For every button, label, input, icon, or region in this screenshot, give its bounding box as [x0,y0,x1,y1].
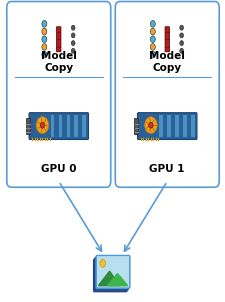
FancyBboxPatch shape [26,118,30,134]
Polygon shape [98,271,119,286]
FancyBboxPatch shape [7,2,110,187]
FancyBboxPatch shape [134,118,138,134]
Circle shape [71,48,75,53]
FancyBboxPatch shape [93,259,126,292]
FancyBboxPatch shape [174,115,178,137]
FancyBboxPatch shape [137,113,196,140]
FancyBboxPatch shape [158,115,162,137]
FancyBboxPatch shape [58,115,62,137]
FancyBboxPatch shape [164,27,169,52]
FancyBboxPatch shape [94,257,128,290]
Circle shape [42,36,47,43]
Circle shape [179,40,183,46]
Circle shape [71,40,75,46]
Circle shape [144,117,157,134]
Circle shape [150,43,155,50]
Polygon shape [107,274,127,286]
Text: Model
Copy: Model Copy [149,51,184,73]
Circle shape [36,117,49,134]
FancyBboxPatch shape [166,115,170,137]
FancyBboxPatch shape [74,115,78,137]
Text: GPU 1: GPU 1 [149,164,184,174]
FancyBboxPatch shape [50,115,54,137]
Circle shape [42,21,47,27]
Circle shape [42,51,47,58]
Circle shape [150,21,155,27]
Circle shape [42,28,47,35]
Circle shape [40,122,45,128]
FancyBboxPatch shape [56,27,61,52]
Circle shape [42,43,47,50]
FancyBboxPatch shape [82,115,86,137]
FancyBboxPatch shape [182,115,186,137]
Circle shape [99,259,105,267]
FancyBboxPatch shape [66,115,70,137]
FancyBboxPatch shape [96,255,129,288]
FancyBboxPatch shape [96,255,129,288]
Circle shape [179,33,183,38]
Circle shape [150,28,155,35]
Circle shape [179,25,183,30]
FancyBboxPatch shape [115,2,218,187]
Circle shape [71,25,75,30]
Circle shape [148,122,153,128]
Circle shape [150,36,155,43]
Circle shape [71,33,75,38]
Circle shape [150,51,155,58]
Text: GPU 0: GPU 0 [41,164,76,174]
Text: Model
Copy: Model Copy [41,51,76,73]
Circle shape [179,48,183,53]
FancyBboxPatch shape [190,115,194,137]
FancyBboxPatch shape [29,113,88,140]
